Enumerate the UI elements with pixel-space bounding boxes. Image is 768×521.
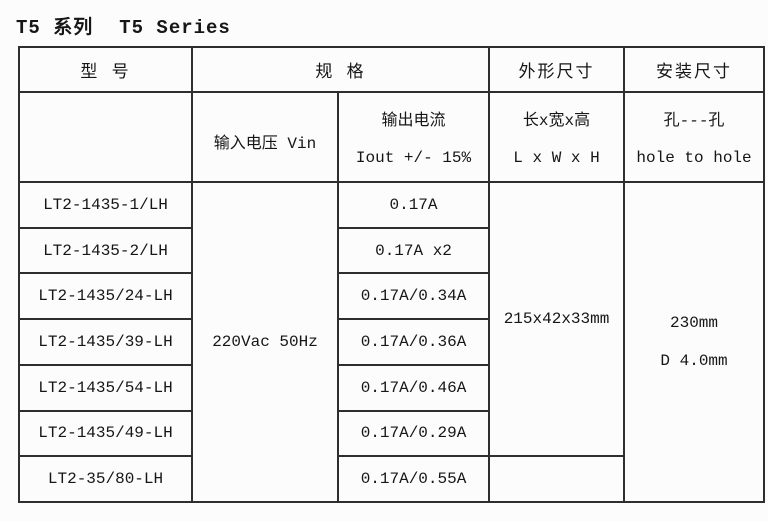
header-output-current-zh: 输出电流 <box>381 112 446 130</box>
header-hole-zh: 孔---孔 <box>663 112 725 130</box>
page-title: T5 系列 T5 Series <box>16 12 231 39</box>
iout-cell: 0.17A/0.36A <box>336 318 491 366</box>
header-mounting-dimensions: 安装尺寸 <box>623 46 766 93</box>
model-cell: LT2-1435-2/LH <box>18 226 193 275</box>
model-cell: LT2-1435/54-LH <box>18 363 193 412</box>
table-row: LT2-35/80-LH 0.17A/0.55A <box>18 455 764 503</box>
header-lwh-en: L x W x H <box>513 149 600 167</box>
model-cell: LT2-1435/24-LH <box>18 272 193 321</box>
header-lwh: 长x宽x高 L x W x H <box>488 91 626 183</box>
header-model: 型 号 <box>18 46 193 93</box>
mounting-hole-diameter: D 4.0mm <box>660 352 728 370</box>
model-cell: LT2-1435-1/LH <box>18 181 193 229</box>
header-hole-en: hole to hole <box>636 149 752 167</box>
header-hole-to-hole: 孔---孔 hole to hole <box>623 91 766 183</box>
table-row: LT2-1435/24-LH 0.17A/0.34A <box>18 272 764 321</box>
model-cell: LT2-35/80-LH <box>18 455 193 503</box>
table-row: LT2-1435/39-LH 0.17A/0.36A <box>18 318 764 366</box>
model-cell: LT2-1435/39-LH <box>18 318 193 366</box>
table-row: LT2-1435-2/LH 0.17A x2 <box>18 226 764 275</box>
mounting-dimensions-cell: 230mm D 4.0mm <box>623 181 766 503</box>
header-outline-dimensions: 外形尺寸 <box>488 46 626 93</box>
outline-empty-cell <box>488 455 626 503</box>
model-cell: LT2-1435/49-LH <box>18 409 193 458</box>
header-input-voltage-label: 输入电压 Vin <box>213 135 317 153</box>
iout-cell: 0.17A <box>336 181 491 229</box>
iout-cell: 0.17A/0.46A <box>336 363 491 412</box>
outline-dimensions-cell: 215x42x33mm <box>488 180 626 458</box>
header-output-current-en: Iout +/- 15% <box>355 149 472 167</box>
title-english: T5 Series <box>119 17 231 39</box>
header-lwh-zh: 长x宽x高 <box>522 112 591 130</box>
t5-series-spec-table: 型 号 规 格 外形尺寸 安装尺寸 输入电压 Vin 输出电流 Iout +/-… <box>18 46 766 503</box>
header-row-2: 输入电压 Vin 输出电流 Iout +/- 15% 长x宽x高 L x W x… <box>18 91 766 183</box>
input-voltage-cell: 220Vac 50Hz <box>191 181 339 503</box>
iout-cell: 0.17A/0.29A <box>336 409 491 458</box>
iout-cell: 0.17A/0.34A <box>336 272 491 321</box>
iout-cell: 0.17A/0.55A <box>336 455 491 503</box>
mounting-distance: 230mm <box>670 314 719 332</box>
title-chinese: T5 系列 <box>16 17 94 39</box>
header-blank-cell <box>18 91 193 183</box>
table-row: LT2-1435/54-LH 0.17A/0.46A <box>18 363 764 412</box>
table-row: LT2-1435-1/LH 220Vac 50Hz 0.17A 215x42x3… <box>18 180 766 503</box>
header-row-1: 型 号 规 格 外形尺寸 安装尺寸 <box>18 46 766 93</box>
iout-cell: 0.17A x2 <box>336 226 491 275</box>
table-row: LT2-1435/49-LH 0.17A/0.29A <box>18 409 764 458</box>
header-output-current: 输出电流 Iout +/- 15% <box>336 91 491 183</box>
header-spec: 规 格 <box>190 46 491 93</box>
header-input-voltage: 输入电压 Vin <box>191 91 339 183</box>
